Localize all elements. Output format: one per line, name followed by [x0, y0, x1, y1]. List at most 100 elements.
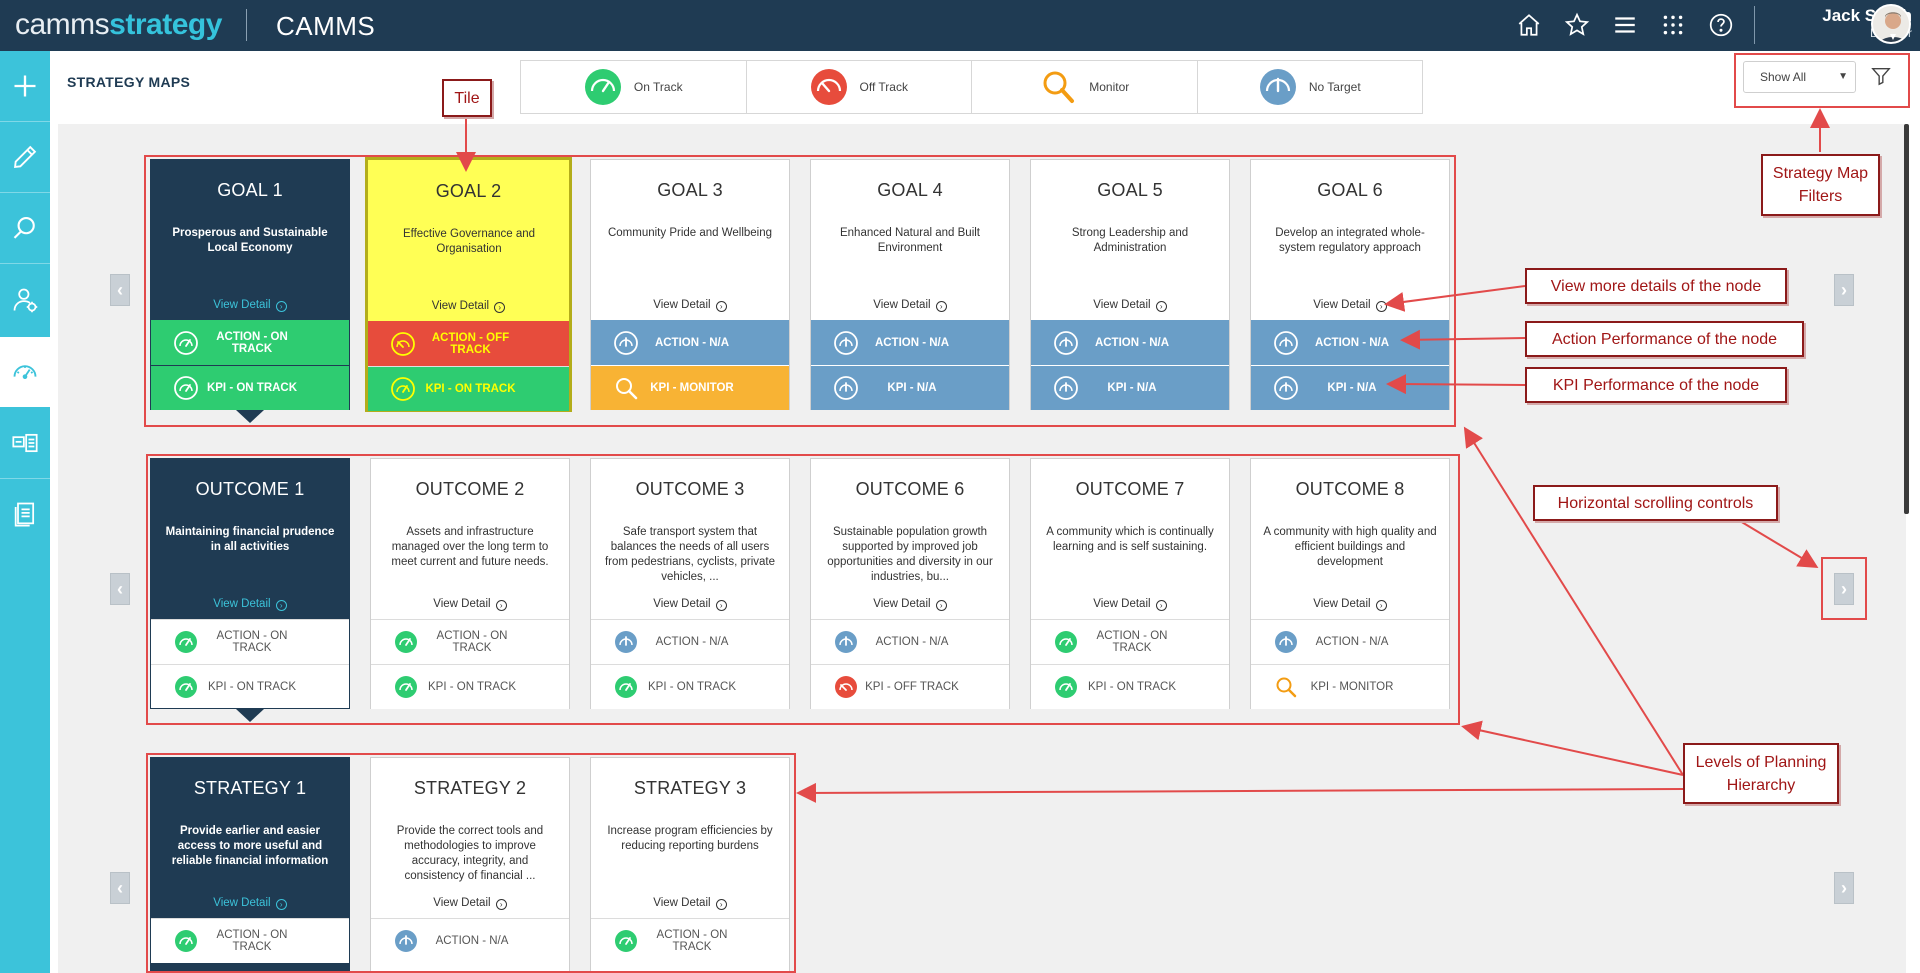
strategy-tile-3[interactable]: STRATEGY 3 Increase program efficiencies… — [590, 757, 790, 973]
callout-tile: Tile — [442, 79, 492, 117]
goal-tile-3[interactable]: GOAL 3 Community Pride and Wellbeing Vie… — [590, 159, 790, 410]
on-track-gauge-icon — [175, 631, 197, 653]
view-detail-link[interactable]: View Detail › — [368, 300, 569, 313]
view-detail-link[interactable]: View Detail › — [591, 598, 789, 611]
outcome-tile-6[interactable]: OUTCOME 6 Sustainable population growth … — [810, 458, 1010, 709]
legend-label: Off Track — [859, 80, 908, 94]
top-bar: cammsstrategy CAMMS Jack Smith Director — [0, 0, 1920, 51]
goal-tile-5[interactable]: GOAL 5 Strong Leadership and Administrat… — [1030, 159, 1230, 410]
legend-off-track: Off Track — [747, 61, 972, 113]
avatar[interactable] — [1871, 4, 1911, 44]
chevron-right-icon: › — [1155, 600, 1167, 611]
strategy-tile-2[interactable]: STRATEGY 2 Provide the correct tools and… — [370, 757, 570, 973]
outcomes-scroll-left-button[interactable]: ‹ — [110, 573, 130, 605]
kpi-status-label: KPI - ON TRACK — [425, 383, 516, 395]
sidebar-divider — [0, 192, 50, 193]
gauge-icon[interactable] — [0, 337, 50, 407]
view-detail-link[interactable]: View Detail › — [811, 598, 1009, 611]
action-status-band: ACTION - N/A — [591, 619, 789, 664]
action-status-band: ACTION - N/A — [371, 918, 569, 963]
tile-title: STRATEGY 2 — [413, 778, 527, 798]
view-detail-link[interactable]: View Detail › — [151, 299, 349, 312]
outcome-tile-3[interactable]: OUTCOME 3 Safe transport system that bal… — [590, 458, 790, 709]
kpi-status-band: KPI - ON TRACK — [368, 366, 569, 411]
action-status-band: ACTION - N/A — [811, 320, 1009, 365]
action-status-band: ACTION - ON TRACK — [371, 619, 569, 664]
tile-title: GOAL 4 — [877, 180, 943, 200]
brand-logo[interactable]: cammsstrategy — [15, 8, 222, 42]
goal-tile-1[interactable]: GOAL 1 Prosperous and Sustainable Local … — [150, 159, 350, 410]
view-detail-link[interactable]: View Detail › — [151, 897, 349, 910]
view-detail-link[interactable]: View Detail › — [371, 897, 569, 910]
goal-tile-2[interactable]: GOAL 2 Effective Governance and Organisa… — [365, 157, 572, 412]
view-detail-link[interactable]: View Detail › — [1251, 598, 1449, 611]
kpi-status-band: KPI - ON TRACK — [371, 664, 569, 709]
kpi-status-band: KPI - OFF TRACK — [811, 664, 1009, 709]
monitor-magnifier-icon — [616, 378, 638, 400]
outcome-tile-7[interactable]: OUTCOME 7 A community which is continual… — [1030, 458, 1230, 709]
view-detail-label: View Detail — [213, 598, 271, 610]
list-view-icon[interactable] — [0, 408, 50, 478]
no-target-gauge-icon — [1054, 376, 1078, 400]
view-detail-label: View Detail — [1313, 598, 1371, 610]
search-icon[interactable] — [0, 193, 50, 263]
help-icon[interactable] — [1704, 8, 1738, 42]
tile-description: Prosperous and Sustainable Local Economy — [172, 227, 328, 254]
chevron-down-icon: ▼ — [1838, 71, 1848, 82]
tile-title: GOAL 3 — [657, 180, 723, 200]
show-filter-select[interactable]: Show All ▼ — [1743, 61, 1856, 93]
view-detail-label: View Detail — [431, 300, 490, 312]
view-detail-link[interactable]: View Detail › — [1251, 299, 1449, 312]
user-settings-icon[interactable] — [0, 264, 50, 336]
view-detail-link[interactable]: View Detail › — [371, 598, 569, 611]
view-detail-link[interactable]: View Detail › — [1031, 299, 1229, 312]
goals-scroll-right-button[interactable]: › — [1834, 274, 1854, 306]
callout-view-more: View more details of the node — [1525, 268, 1787, 304]
action-status-label: ACTION - ON TRACK — [216, 330, 288, 355]
view-detail-label: View Detail — [1093, 598, 1151, 610]
app-name: CAMMS — [276, 11, 376, 41]
action-status-band: ACTION - N/A — [1251, 320, 1449, 365]
outcome-tile-1[interactable]: OUTCOME 1 Maintaining financial prudence… — [150, 458, 350, 709]
strategies-scroll-left-button[interactable]: ‹ — [110, 872, 130, 904]
view-detail-label: View Detail — [653, 299, 711, 311]
action-status-label: ACTION - ON TRACK — [216, 630, 288, 654]
home-icon[interactable] — [1512, 8, 1546, 42]
vertical-scrollbar[interactable] — [1904, 124, 1909, 514]
strategies-scroll-right-button[interactable]: › — [1834, 872, 1854, 904]
brand-part-2: strategy — [109, 8, 222, 41]
view-detail-link[interactable]: View Detail › — [591, 299, 789, 312]
chevron-right-icon: › — [1155, 301, 1167, 312]
goal-tile-4[interactable]: GOAL 4 Enhanced Natural and Built Enviro… — [810, 159, 1010, 410]
menu-icon[interactable] — [1608, 8, 1642, 42]
top-divider — [1754, 6, 1755, 44]
view-detail-link[interactable]: View Detail › — [151, 598, 349, 611]
no-target-gauge-icon — [614, 330, 638, 355]
filter-icon[interactable] — [1868, 63, 1894, 89]
outcomes-scroll-right-button[interactable]: › — [1834, 573, 1854, 605]
apps-grid-icon[interactable] — [1656, 8, 1690, 42]
tile-title: OUTCOME 6 — [855, 479, 965, 499]
kpi-status-label: KPI - MONITOR — [1310, 681, 1394, 693]
view-detail-link[interactable]: View Detail › — [591, 897, 789, 910]
goal-tile-6[interactable]: GOAL 6 Develop an integrated whole-syste… — [1250, 159, 1450, 410]
plus-icon[interactable] — [0, 51, 50, 121]
star-icon[interactable] — [1560, 8, 1594, 42]
on-track-gauge-icon — [174, 376, 198, 400]
pencil-icon[interactable] — [0, 122, 50, 192]
outcome-tile-2[interactable]: OUTCOME 2 Assets and infrastructure mana… — [370, 458, 570, 709]
tile-description: Increase program efficiencies by reducin… — [607, 825, 773, 852]
view-detail-label: View Detail — [653, 598, 711, 610]
view-detail-link[interactable]: View Detail › — [811, 299, 1009, 312]
sidebar-divider — [0, 478, 50, 479]
document-icon[interactable] — [0, 479, 50, 549]
goals-scroll-left-button[interactable]: ‹ — [110, 274, 130, 306]
outcome-tile-8[interactable]: OUTCOME 8 A community with high quality … — [1250, 458, 1450, 709]
kpi-status-band: KPI - ON TRACK — [151, 365, 349, 410]
view-detail-label: View Detail — [873, 598, 931, 610]
view-detail-label: View Detail — [433, 897, 491, 909]
action-status-label: ACTION - ON TRACK — [1096, 630, 1168, 654]
view-detail-link[interactable]: View Detail › — [1031, 598, 1229, 611]
callout-action-perf: Action Performance of the node — [1525, 321, 1804, 357]
strategy-tile-1[interactable]: STRATEGY 1 Provide earlier and easier ac… — [150, 757, 350, 973]
